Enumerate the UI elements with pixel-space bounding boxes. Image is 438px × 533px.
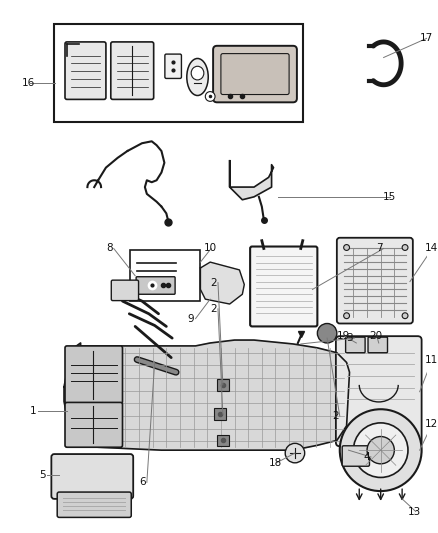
FancyBboxPatch shape [250, 247, 318, 326]
Bar [54, 25, 303, 122]
Polygon shape [201, 262, 244, 304]
Circle shape [205, 92, 215, 101]
Text: 14: 14 [424, 244, 438, 254]
Text: 20: 20 [369, 331, 382, 341]
Text: 16: 16 [22, 78, 35, 88]
Bar [217, 434, 229, 446]
Text: 2: 2 [210, 278, 217, 288]
Circle shape [344, 245, 350, 251]
Text: 9: 9 [188, 313, 194, 324]
Bar [217, 379, 229, 391]
FancyBboxPatch shape [65, 402, 123, 447]
FancyBboxPatch shape [51, 454, 133, 499]
Polygon shape [64, 340, 350, 450]
Text: 6: 6 [139, 478, 146, 487]
Ellipse shape [187, 59, 208, 95]
Text: 8: 8 [106, 244, 113, 254]
Text: 1: 1 [30, 406, 36, 416]
Circle shape [402, 245, 408, 251]
FancyBboxPatch shape [57, 492, 131, 518]
FancyBboxPatch shape [368, 337, 388, 353]
FancyBboxPatch shape [342, 446, 370, 466]
FancyBboxPatch shape [111, 280, 138, 301]
FancyBboxPatch shape [221, 54, 289, 94]
FancyBboxPatch shape [165, 54, 181, 78]
Circle shape [402, 313, 408, 319]
Text: 11: 11 [424, 354, 438, 365]
Circle shape [353, 423, 408, 478]
FancyBboxPatch shape [336, 336, 422, 446]
Text: 2: 2 [210, 304, 217, 314]
Text: 10: 10 [203, 244, 216, 254]
FancyBboxPatch shape [111, 42, 154, 99]
FancyBboxPatch shape [136, 277, 175, 294]
FancyBboxPatch shape [65, 346, 123, 403]
Text: 7: 7 [376, 244, 382, 254]
FancyBboxPatch shape [346, 337, 365, 353]
Bar [130, 251, 201, 301]
Text: 5: 5 [40, 470, 46, 480]
Text: 19: 19 [337, 331, 350, 341]
Circle shape [367, 437, 394, 464]
Bar [214, 408, 226, 420]
Circle shape [344, 313, 350, 319]
Text: 2: 2 [332, 411, 339, 421]
Circle shape [318, 324, 337, 343]
FancyBboxPatch shape [213, 46, 297, 102]
FancyBboxPatch shape [337, 238, 413, 324]
Circle shape [340, 409, 422, 491]
Text: 17: 17 [420, 33, 433, 43]
Text: 13: 13 [408, 506, 421, 516]
Text: 12: 12 [424, 419, 438, 429]
Text: 18: 18 [268, 458, 282, 468]
Text: 15: 15 [383, 192, 396, 202]
Text: 4: 4 [363, 452, 370, 462]
Circle shape [285, 443, 305, 463]
FancyBboxPatch shape [65, 42, 106, 99]
Ellipse shape [191, 66, 204, 80]
Polygon shape [230, 161, 273, 200]
Text: 3: 3 [346, 333, 353, 343]
